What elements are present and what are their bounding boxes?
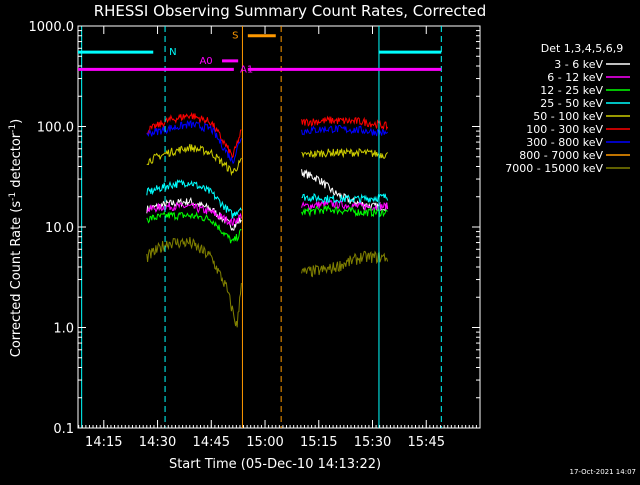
legend-label-5: 100 - 300 keV — [526, 123, 603, 136]
status-bar-label-3: A0 — [199, 56, 212, 67]
x-tick-label: 15:45 — [408, 435, 445, 450]
x-tick-label: 15:15 — [300, 435, 337, 450]
series-line-1-seg2 — [301, 199, 389, 212]
series-line-4-seg2 — [301, 147, 388, 160]
series-line-6-seg1 — [146, 119, 242, 165]
plot-series — [146, 111, 389, 328]
y-label-sup2: -1 — [8, 124, 18, 133]
series-line-5-seg1 — [146, 111, 242, 159]
legend-label-6: 300 - 800 keV — [526, 136, 603, 149]
series-line-8-seg2 — [301, 250, 389, 278]
y-tick-label: 1.0 — [53, 322, 74, 337]
y-tick-label: 0.1 — [53, 422, 74, 437]
x-tick-label: 14:45 — [193, 435, 230, 450]
y-tick-label: 100.0 — [37, 121, 74, 136]
status-bar-label-4: A1 — [240, 64, 253, 75]
x-tick-label: 15:00 — [246, 435, 283, 450]
series-line-8-seg1 — [146, 237, 242, 328]
series-line-6-seg2 — [301, 124, 388, 137]
legend-label-1: 6 - 12 keV — [547, 71, 603, 84]
x-tick-label: 15:30 — [354, 435, 391, 450]
series-line-4-seg1 — [146, 143, 242, 177]
series-line-0-seg2 — [301, 169, 389, 212]
footer-date: 17-Oct-2021 14:07 — [570, 468, 636, 476]
legend-label-4: 50 - 100 keV — [533, 110, 603, 123]
plot-annotations: N S A0 A1 — [78, 26, 442, 428]
series-line-2-seg1 — [146, 211, 242, 244]
y-label-end: ) — [9, 119, 24, 124]
series-line-3-seg1 — [146, 179, 242, 219]
y-tick-label: 10.0 — [45, 221, 74, 236]
plot-axes — [77, 25, 481, 429]
chart-title: RHESSI Observing Summary Count Rates, Co… — [94, 2, 487, 20]
series-line-2-seg2 — [301, 204, 388, 218]
plot-ticks: 0.1 1.0 10.0 100.0 1000.0 14:15 14:30 14:45 15:0… — [29, 20, 481, 450]
y-axis-label: Corrected Count Rate (s-1 detector-1) — [8, 119, 24, 357]
y-tick-label: 1000.0 — [29, 20, 75, 35]
y-label-main: Corrected Count Rate (s — [9, 201, 24, 358]
legend-label-3: 25 - 50 keV — [540, 97, 603, 110]
x-tick-label: 14:15 — [85, 435, 122, 450]
x-tick-label: 14:30 — [139, 435, 176, 450]
x-axis-label: Start Time (05-Dec-10 14:13:22) — [169, 457, 381, 472]
plot-frame — [77, 25, 481, 429]
series-line-1-seg1 — [146, 201, 242, 226]
status-bar-label-0: N — [169, 47, 176, 58]
y-label-sup1: -1 — [8, 192, 18, 201]
series-line-3-seg2 — [301, 193, 389, 205]
legend-label-2: 12 - 25 keV — [540, 84, 603, 97]
legend-label-7: 800 - 7000 keV — [519, 149, 603, 162]
status-bar-label-2: S — [232, 31, 238, 42]
y-label-mid: detector — [9, 132, 24, 192]
legend-label-8: 7000 - 15000 keV — [505, 162, 603, 175]
series-line-0-seg1 — [146, 196, 242, 231]
legend-label-0: 3 - 6 keV — [554, 58, 603, 71]
legend-title: Det 1,3,4,5,6,9 — [541, 42, 624, 55]
series-line-5-seg2 — [301, 115, 389, 131]
